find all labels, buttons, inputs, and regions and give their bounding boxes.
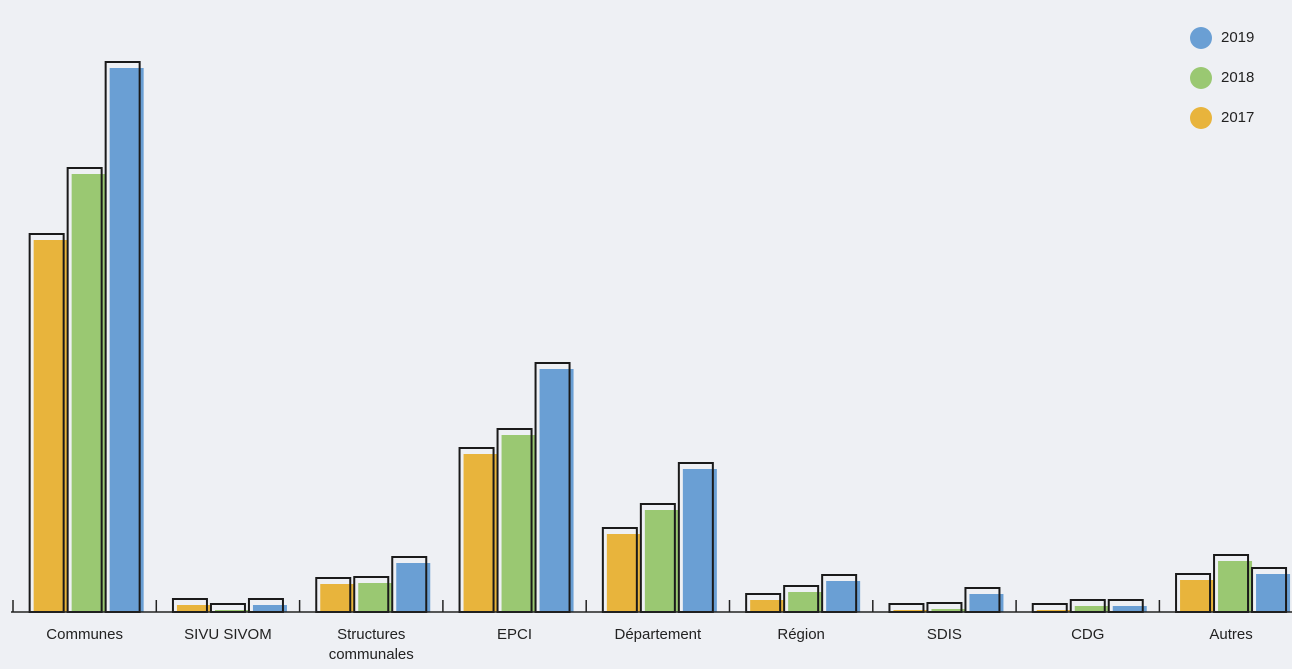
bar — [606, 534, 641, 612]
bar — [33, 240, 68, 612]
bar — [396, 563, 431, 612]
bar — [501, 435, 536, 612]
bar — [176, 605, 211, 612]
bar — [1218, 561, 1253, 612]
x-tick-label: EPCI — [497, 626, 533, 643]
bar — [1074, 606, 1109, 612]
bar — [969, 594, 1004, 612]
legend-label: 2018 — [1221, 69, 1254, 86]
bar — [644, 510, 679, 612]
bar — [358, 583, 393, 612]
bar — [1256, 574, 1291, 612]
x-tick-label: Autres — [1209, 626, 1253, 643]
bar — [826, 581, 861, 612]
x-tick-label: SIVU SIVOM — [184, 626, 272, 643]
x-tick-label: Structures communales — [328, 626, 414, 663]
bar — [463, 454, 498, 612]
bar — [1112, 606, 1147, 612]
legend-swatch — [1190, 67, 1212, 89]
legend-swatch — [1190, 107, 1212, 129]
x-tick-label: Département — [614, 626, 702, 643]
bar — [788, 592, 823, 612]
bar — [71, 174, 106, 612]
x-tick-label: SDIS — [926, 626, 962, 643]
legend-label: 2017 — [1221, 109, 1254, 126]
bar — [750, 600, 785, 612]
x-tick-label: Communes — [46, 626, 123, 643]
legend-label: 2019 — [1221, 29, 1254, 46]
x-tick-label: CDG — [1071, 626, 1105, 643]
bar — [320, 584, 355, 612]
bar — [682, 469, 717, 612]
bar — [1180, 580, 1215, 612]
x-tick-label: Région — [777, 626, 825, 643]
bar — [539, 369, 574, 612]
bar — [109, 68, 144, 612]
bar — [252, 605, 287, 612]
legend-swatch — [1190, 27, 1212, 49]
bar — [931, 609, 966, 612]
